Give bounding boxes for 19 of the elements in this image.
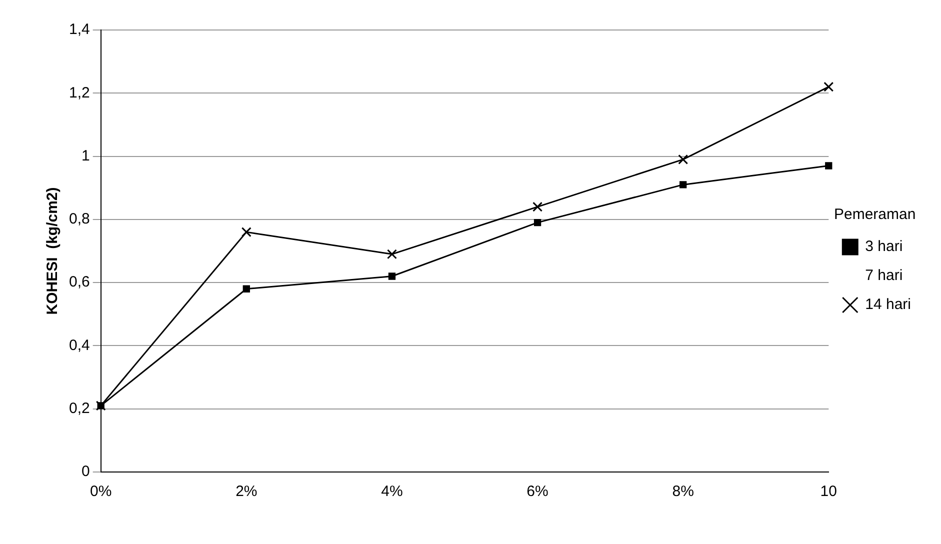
y-tick-label: 1,2 bbox=[68, 84, 90, 102]
y-tick-label: 0,2 bbox=[68, 400, 90, 417]
y-tick-label: 0,8 bbox=[68, 210, 90, 228]
x-tick-label: 6% bbox=[526, 483, 548, 500]
x-tick-label: 8% bbox=[672, 483, 694, 500]
y-tick-label: 1,4 bbox=[68, 21, 90, 38]
legend-title: Pemeraman bbox=[834, 206, 916, 224]
legend-label: 14 hari bbox=[865, 296, 912, 314]
x-tick-label: 4% bbox=[381, 483, 403, 500]
y-axis-title: KOHESI (kg/cm2) bbox=[44, 187, 62, 315]
x-tick-label: 2% bbox=[236, 483, 258, 500]
y-tick-label: 0 bbox=[82, 463, 90, 480]
y-tick-label: 1 bbox=[82, 147, 90, 164]
legend-label: 3 hari bbox=[865, 238, 903, 256]
y-tick-label: 0,4 bbox=[68, 336, 90, 354]
x-tick-label: 10 bbox=[820, 483, 837, 500]
text: 7 hari bbox=[865, 267, 903, 284]
x-tick-label: 0% bbox=[90, 483, 112, 500]
y-tick-label: 0,6 bbox=[68, 274, 90, 291]
